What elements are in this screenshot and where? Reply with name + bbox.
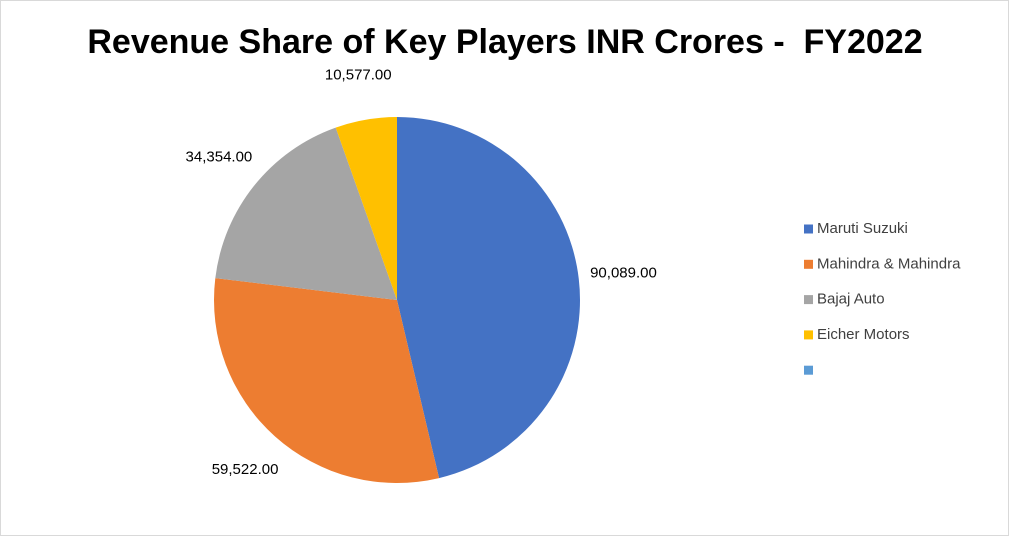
legend-label: Mahindra & Mahindra [817,255,961,272]
pie-slice [335,117,397,300]
data-label: 10,577.00 [325,66,392,83]
legend-swatch [804,224,813,234]
legend-label: Maruti Suzuki [817,220,908,237]
data-label: 34,354.00 [186,149,253,166]
legend-swatch [804,365,813,375]
legend-label: Bajaj Auto [817,291,885,308]
legend-swatch [804,259,813,269]
pie-slice [215,127,397,300]
pie-slice [397,117,581,479]
legend-swatch [804,295,813,305]
chart-title: Revenue Share of Key Players INR Crores … [87,23,922,61]
legend-label: Eicher Motors [817,326,910,343]
pie-slice [214,278,440,484]
data-label: 59,522.00 [212,461,279,478]
legend-swatch [804,330,813,340]
data-label: 90,089.00 [590,265,657,282]
